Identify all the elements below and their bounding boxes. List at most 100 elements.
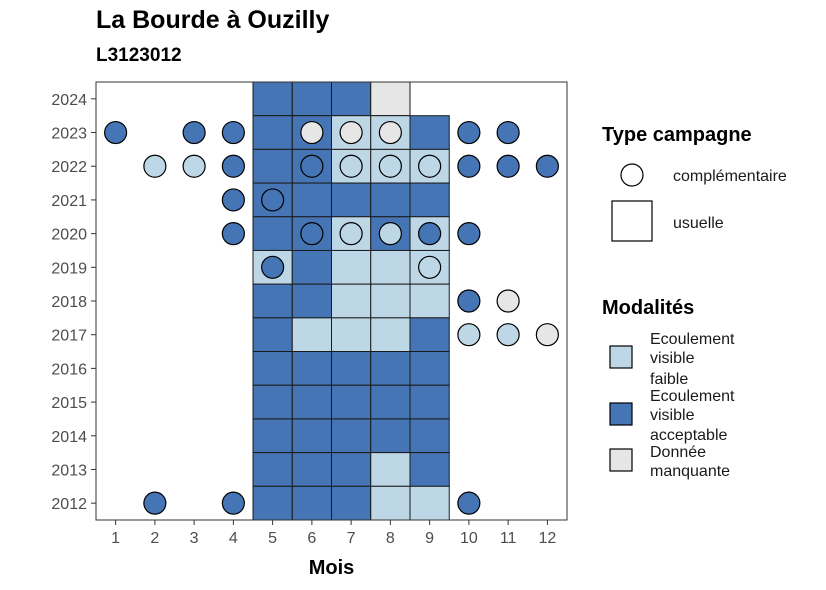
point-2012-4 [221, 491, 245, 515]
tile-2016-8 [370, 351, 411, 386]
tile-2015-9 [409, 384, 450, 420]
point-2020-8 [378, 222, 402, 246]
point-2012-10 [457, 491, 481, 515]
tile-2012-6 [291, 485, 332, 521]
legend-mod-label: Donnée [650, 444, 706, 461]
point-2022-3 [182, 154, 206, 178]
x-tick-label: 11 [500, 530, 517, 547]
tile-2013-6 [291, 452, 332, 487]
x-axis-label: Mois [309, 557, 355, 579]
tile-2017-8 [370, 317, 411, 353]
y-tick-label: 2017 [51, 328, 87, 345]
y-tick-label: 2016 [51, 361, 87, 378]
point-2023-3 [182, 120, 206, 145]
tile-2016-9 [409, 351, 450, 386]
tile-2024-8 [370, 81, 411, 117]
tile-2015-7 [331, 384, 372, 420]
chart-subtitle: L3123012 [96, 45, 182, 66]
legend-mod-key-faible [609, 345, 633, 369]
legend-mod-key-manquante [609, 448, 633, 472]
tile-2012-8 [370, 485, 411, 521]
point-2017-12 [535, 323, 559, 347]
tile-2020-5 [252, 216, 293, 251]
tile-2017-6 [291, 317, 332, 353]
tile-2021-6 [291, 182, 332, 218]
point-2022-4 [221, 154, 245, 178]
point-2020-10 [457, 222, 481, 246]
tile-2019-8 [370, 249, 411, 285]
legend-mod-label: visible [650, 350, 695, 367]
point-2023-1 [104, 120, 128, 145]
tile-2013-9 [409, 452, 450, 487]
tile-2016-6 [291, 351, 332, 386]
tile-2018-8 [370, 283, 411, 319]
tile-2021-7 [331, 182, 372, 218]
tile-2018-6 [291, 283, 332, 319]
tile-2015-5 [252, 384, 293, 420]
chart-title: La Bourde à Ouzilly [96, 6, 330, 34]
point-2023-11 [496, 120, 520, 145]
point-2023-4 [221, 120, 245, 145]
tile-2024-6 [291, 81, 332, 117]
point-2021-5 [261, 188, 285, 212]
point-2012-2 [143, 491, 167, 515]
x-tick-label: 5 [268, 530, 277, 547]
y-tick-label: 2024 [51, 92, 87, 109]
y-tick-label: 2023 [51, 126, 87, 143]
tile-2024-7 [331, 81, 372, 117]
tile-2016-5 [252, 351, 293, 386]
tile-2014-9 [409, 418, 450, 454]
tile-2013-5 [252, 452, 293, 487]
y-tick-label: 2021 [51, 193, 87, 210]
point-2023-10 [457, 120, 481, 145]
legend-mod-title: Modalités [602, 297, 694, 319]
tile-2012-9 [409, 485, 450, 521]
point-2022-10 [457, 154, 481, 178]
y-tick-label: 2014 [51, 429, 87, 446]
point-2020-7 [339, 222, 363, 246]
legend-mod-key-acceptable [609, 402, 633, 426]
y-tick-label: 2013 [51, 462, 87, 479]
point-2019-5 [261, 255, 285, 279]
x-tick-label: 7 [347, 530, 356, 547]
tile-2012-5 [252, 485, 293, 521]
tile-2017-5 [252, 317, 293, 353]
legend-type-label: complémentaire [673, 168, 787, 185]
point-2022-11 [496, 154, 520, 178]
point-2021-4 [221, 188, 245, 212]
tile-2013-8 [370, 452, 411, 487]
point-2022-12 [535, 154, 559, 178]
tile-2023-9 [409, 115, 450, 150]
point-2023-7 [339, 120, 363, 145]
point-2020-4 [221, 222, 245, 246]
y-tick-label: 2019 [51, 260, 87, 277]
y-tick-label: 2022 [51, 159, 87, 176]
x-tick-label: 2 [150, 530, 159, 547]
x-tick-label: 3 [190, 530, 199, 547]
point-2017-11 [496, 323, 520, 347]
tile-2018-5 [252, 283, 293, 319]
point-2020-6 [300, 222, 324, 246]
legend-mod-label: acceptable [650, 427, 727, 444]
tile-2016-7 [331, 351, 372, 386]
tile-2013-7 [331, 452, 372, 487]
point-2017-10 [457, 323, 481, 347]
tile-2019-6 [291, 249, 332, 285]
legend-mod-label: Ecoulement [650, 388, 735, 405]
point-2022-8 [378, 154, 402, 178]
tile-2017-9 [409, 317, 450, 353]
tile-2022-5 [252, 148, 293, 184]
legend-mod-label: manquante [650, 463, 730, 480]
x-tick-label: 12 [538, 530, 556, 547]
x-tick-label: 8 [386, 530, 395, 547]
y-tick-label: 2012 [51, 496, 87, 513]
point-2023-6 [300, 120, 324, 145]
x-tick-label: 10 [460, 530, 478, 547]
tile-2015-8 [370, 384, 411, 420]
legend-mod-label: visible [650, 407, 695, 424]
x-tick-label: 1 [111, 530, 120, 547]
point-2022-7 [339, 154, 363, 178]
x-tick-label: 9 [425, 530, 434, 547]
tile-2021-8 [370, 182, 411, 218]
